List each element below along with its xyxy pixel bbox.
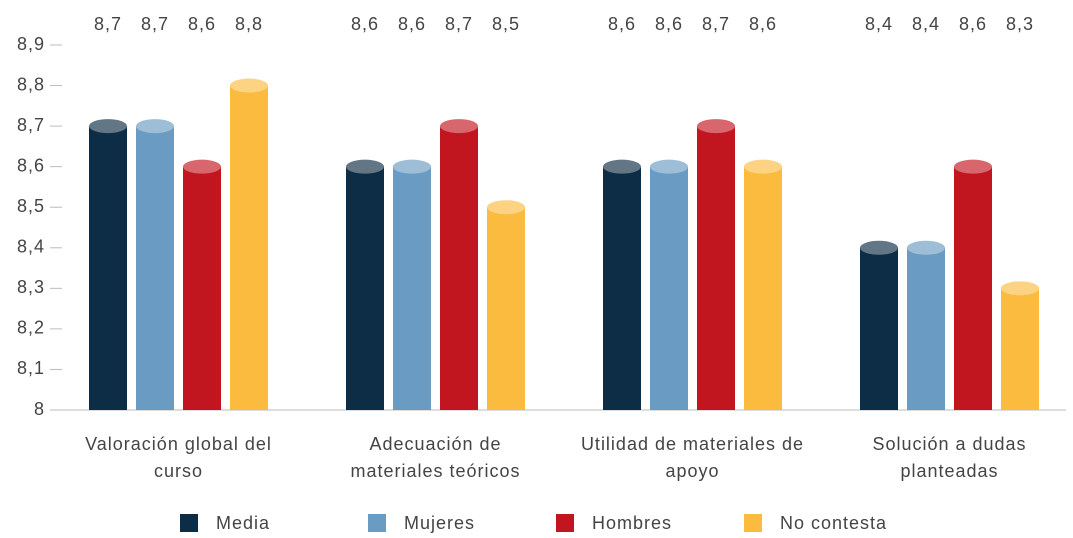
bar (603, 159, 641, 410)
bar (487, 200, 525, 410)
data-label: 8,3 (1006, 14, 1034, 34)
legend-label: Hombres (592, 513, 672, 533)
legend-label: Mujeres (404, 513, 475, 533)
legend-swatch (368, 514, 386, 532)
bar-cap (1001, 281, 1039, 296)
bar-cap (136, 119, 174, 134)
x-tick-line: Adecuación de (369, 434, 501, 454)
bar (440, 119, 478, 410)
bar-body (136, 126, 174, 410)
data-label: 8,5 (492, 14, 520, 34)
bar (744, 159, 782, 410)
legend-swatch (180, 514, 198, 532)
bar (230, 78, 268, 411)
y-tick-label: 8,9 (17, 34, 45, 54)
y-tick-label: 8,7 (17, 115, 45, 135)
bar (860, 240, 898, 410)
y-tick-label: 8,6 (17, 155, 45, 175)
bar-cap (650, 159, 688, 174)
y-tick-label: 8,5 (17, 196, 45, 216)
x-tick-label: Solución a dudas planteadas (872, 434, 1026, 481)
data-label: 8,6 (749, 14, 777, 34)
bar-body (907, 247, 945, 410)
bar-cap (230, 78, 268, 93)
x-tick-label: Valoración global del curso (85, 434, 272, 481)
data-label: 8,7 (702, 14, 730, 34)
x-tick-line: Utilidad de materiales de (581, 434, 804, 454)
x-tick-line: Solución a dudas (872, 434, 1026, 454)
legend-label: No contesta (780, 513, 887, 533)
data-label: 8,6 (398, 14, 426, 34)
x-tick-line: planteadas (900, 461, 998, 481)
bar-cap (440, 119, 478, 134)
bar-body (440, 126, 478, 410)
data-label: 8,8 (235, 14, 263, 34)
bar-body (954, 166, 992, 410)
bar (183, 159, 221, 410)
bar (136, 119, 174, 410)
legend-swatch (556, 514, 574, 532)
bar (346, 159, 384, 410)
bar-cap (393, 159, 431, 174)
data-label: 8,7 (445, 14, 473, 34)
x-tick-label: Adecuación de materiales teóricos (350, 434, 520, 481)
bar-cap (346, 159, 384, 174)
data-label: 8,4 (865, 14, 893, 34)
data-label: 8,7 (141, 14, 169, 34)
bar-body (89, 126, 127, 410)
data-label: 8,6 (959, 14, 987, 34)
y-tick-label: 8,8 (17, 74, 45, 94)
bar (393, 159, 431, 410)
bar-body (1001, 288, 1039, 410)
x-tick-line: materiales teóricos (350, 461, 520, 481)
bar-body (393, 166, 431, 410)
data-label: 8,6 (608, 14, 636, 34)
data-label: 8,6 (188, 14, 216, 34)
bar-body (230, 85, 268, 411)
bar-body (346, 166, 384, 410)
legend-label: Media (216, 513, 270, 533)
bar-cap (487, 200, 525, 215)
data-label: 8,6 (351, 14, 379, 34)
data-label: 8,6 (655, 14, 683, 34)
bar-cap (744, 159, 782, 174)
bar (650, 159, 688, 410)
y-tick-label: 8 (34, 399, 45, 419)
bar-cap (860, 240, 898, 255)
bar-cap (89, 119, 127, 134)
x-tick-line: Valoración global del (85, 434, 272, 454)
bar-body (487, 207, 525, 410)
y-tick-label: 8,3 (17, 277, 45, 297)
bar-cap (603, 159, 641, 174)
x-tick-line: curso (154, 461, 203, 481)
data-label: 8,4 (912, 14, 940, 34)
bar-body (650, 166, 688, 410)
y-tick-label: 8,4 (17, 237, 45, 257)
legend-swatch (744, 514, 762, 532)
x-tick-label: Utilidad de materiales de apoyo (581, 434, 804, 481)
bar-body (744, 166, 782, 410)
bar-cap (907, 240, 945, 255)
bar-body (183, 166, 221, 410)
bar-body (603, 166, 641, 410)
bar (954, 159, 992, 410)
data-label: 8,7 (94, 14, 122, 34)
y-tick-label: 8,1 (17, 358, 45, 378)
bar-cap (697, 119, 735, 134)
bar (89, 119, 127, 410)
bar-cap (183, 159, 221, 174)
bar (907, 240, 945, 410)
bar (697, 119, 735, 410)
bar-body (860, 247, 898, 410)
y-tick-label: 8,2 (17, 318, 45, 338)
bar (1001, 281, 1039, 410)
bar-body (697, 126, 735, 410)
bar-cap (954, 159, 992, 174)
x-tick-line: apoyo (665, 461, 719, 481)
